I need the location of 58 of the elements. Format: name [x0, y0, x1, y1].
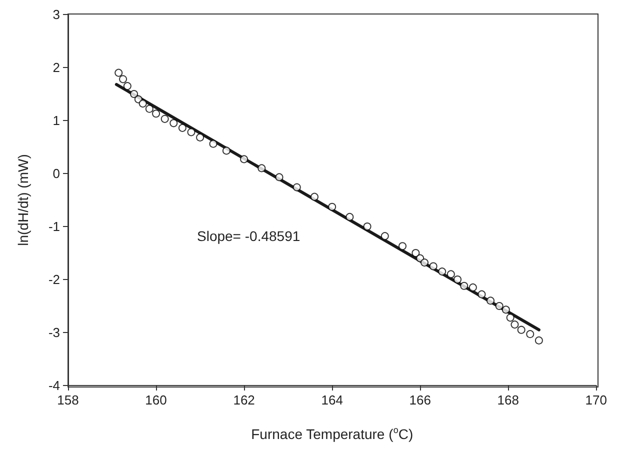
point — [380, 232, 389, 240]
point — [502, 306, 510, 314]
y-axis-title: ln(dH/dt) (mW) — [15, 154, 31, 246]
point — [468, 283, 477, 292]
point — [152, 110, 160, 118]
point — [486, 296, 495, 305]
y-tick-label: -2 — [48, 272, 60, 287]
point — [363, 222, 372, 230]
point — [506, 314, 514, 322]
point — [292, 183, 301, 192]
point — [145, 104, 154, 113]
point — [187, 128, 196, 136]
point — [420, 258, 429, 267]
point — [130, 90, 138, 98]
point — [196, 133, 204, 142]
point — [534, 336, 543, 344]
point — [398, 242, 406, 250]
y-tick-label: 1 — [52, 113, 60, 128]
point — [138, 100, 147, 108]
point — [412, 249, 420, 257]
point — [446, 270, 455, 278]
y-tick-label: -3 — [48, 325, 60, 340]
point — [123, 82, 132, 90]
point — [429, 262, 438, 270]
x-tick-label: 166 — [409, 392, 431, 408]
x-tick-label: 162 — [233, 392, 255, 408]
point — [510, 320, 519, 329]
point — [240, 155, 248, 164]
point — [114, 68, 123, 77]
y-tick-label: 2 — [52, 60, 60, 75]
y-tick-label: -4 — [48, 378, 60, 393]
point — [170, 119, 178, 128]
point — [119, 75, 128, 84]
point — [178, 124, 186, 132]
point — [460, 282, 468, 290]
point — [478, 290, 486, 298]
y-tick-label: -1 — [48, 219, 60, 234]
point — [495, 302, 504, 310]
point — [438, 268, 446, 276]
x-tick-label: 168 — [497, 392, 519, 408]
annotation: Slope= -0.48591 — [197, 228, 300, 244]
point — [222, 146, 230, 155]
x-tick-label: 160 — [145, 392, 167, 408]
point — [328, 202, 336, 211]
x-tick-label: 164 — [321, 392, 343, 408]
point — [517, 326, 526, 334]
point — [310, 192, 318, 201]
point — [346, 212, 354, 221]
point — [209, 140, 218, 148]
point — [160, 114, 169, 123]
point — [526, 330, 534, 338]
point — [275, 173, 284, 182]
x-tick-label: 158 — [57, 392, 79, 408]
x-tick-label: 170 — [585, 392, 608, 408]
y-tick-label: 0 — [52, 166, 60, 181]
point — [454, 276, 462, 284]
point — [258, 164, 266, 172]
y-tick-label: 3 — [52, 7, 60, 22]
